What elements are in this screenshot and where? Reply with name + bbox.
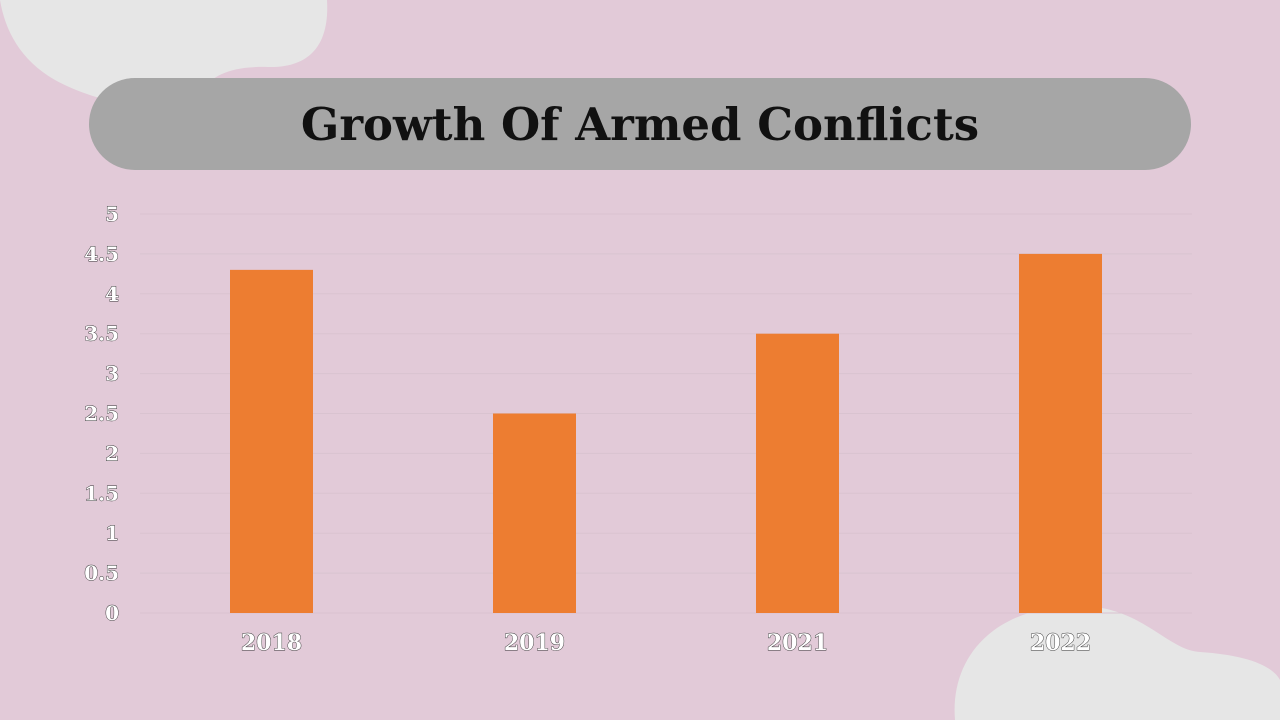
y-tick-label: 0 — [105, 601, 119, 625]
y-tick-label: 3.5 — [84, 322, 119, 346]
top-left-blob — [0, 0, 328, 105]
y-tick-label: 2 — [105, 441, 119, 465]
y-tick-label: 1.5 — [84, 481, 119, 505]
y-axis-ticks: 0 0.5 1 1.5 2 2.5 3 3.5 4 4.5 5 — [84, 202, 120, 626]
x-tick-label: 2021 — [767, 630, 828, 656]
y-tick-label: 4 — [105, 282, 119, 306]
bars — [230, 253, 1102, 613]
bar-2021 — [756, 333, 839, 613]
bar-2018 — [230, 269, 313, 613]
bar-2019 — [493, 413, 576, 613]
y-tick-label: 3 — [105, 362, 119, 386]
chart-title: Growth Of Armed Conflicts — [300, 97, 980, 151]
gridlines — [140, 213, 1192, 614]
x-tick-label: 2019 — [504, 630, 565, 656]
title-banner: Growth Of Armed Conflicts — [89, 78, 1191, 170]
x-tick-label: 2018 — [241, 630, 302, 656]
x-tick-label: 2022 — [1030, 630, 1091, 656]
y-tick-label: 5 — [105, 202, 119, 226]
y-tick-label: 1 — [105, 521, 119, 545]
bottom-right-blob — [954, 605, 1280, 720]
y-tick-label: 2.5 — [84, 402, 119, 426]
x-axis-ticks: 2018 2019 2021 2022 — [240, 630, 1091, 657]
bar-2022 — [1019, 253, 1102, 613]
y-tick-label: 0.5 — [84, 561, 119, 585]
y-tick-label: 4.5 — [84, 242, 119, 266]
